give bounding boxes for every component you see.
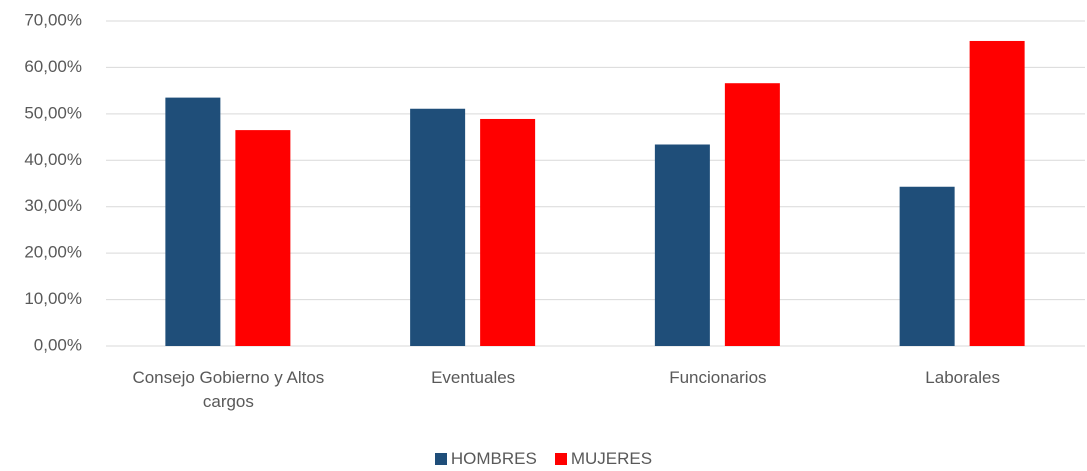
y-tick-label: 40,00%	[24, 150, 82, 169]
y-tick-label: 70,00%	[24, 10, 82, 29]
x-tick-label: Laborales	[925, 368, 1000, 387]
legend-item: MUJERES	[554, 449, 653, 469]
x-tick-label: Consejo Gobierno y Altos cargos	[132, 368, 325, 411]
bar	[969, 40, 1025, 346]
y-tick-label: 10,00%	[24, 289, 82, 308]
bar	[899, 186, 955, 346]
bar	[165, 97, 221, 346]
legend-label: MUJERES	[570, 449, 653, 468]
y-tick-label: 20,00%	[24, 243, 82, 262]
y-tick-label: 50,00%	[24, 103, 82, 122]
y-tick-label: 30,00%	[24, 196, 82, 215]
bar	[410, 108, 466, 346]
legend: HOMBRES MUJERES	[0, 449, 1087, 469]
bar	[235, 130, 291, 346]
bar	[654, 144, 710, 346]
y-tick-label: 0,00%	[34, 335, 82, 354]
legend-swatch	[554, 453, 567, 465]
y-tick-label: 60,00%	[24, 57, 82, 76]
x-tick-label: Eventuales	[431, 368, 516, 387]
x-tick-label: Funcionarios	[669, 368, 767, 387]
bar	[724, 83, 780, 346]
legend-item: HOMBRES	[434, 449, 537, 469]
legend-label: HOMBRES	[450, 449, 537, 468]
legend-swatch	[434, 453, 447, 465]
bar	[480, 118, 536, 346]
